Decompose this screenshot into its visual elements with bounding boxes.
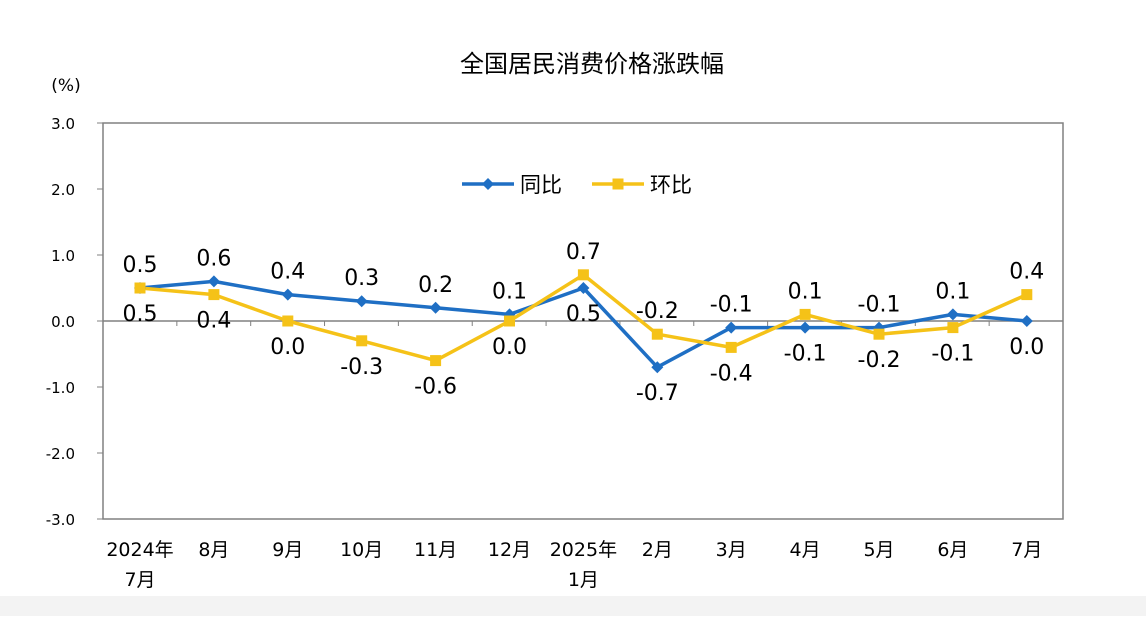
x-tick-label: 2024年 bbox=[106, 539, 173, 561]
x-tick-label: 10月 bbox=[340, 539, 383, 561]
point-yoy bbox=[1020, 315, 1033, 327]
data-label-mom: 0.1 bbox=[788, 279, 823, 304]
data-label-mom: 0.5 bbox=[123, 302, 158, 327]
point-mom bbox=[577, 269, 589, 281]
legend-label: 环比 bbox=[650, 173, 692, 197]
data-labels-layer: 0.5 0.6 0.4 0.3 0.2 0.1 0.5 -0.7 -0.1 -0.1 -0.1 0.1… bbox=[123, 240, 1045, 406]
point-yoy bbox=[281, 288, 294, 301]
y-tick-label: 1.0 bbox=[51, 247, 75, 265]
y-tick-label: 0.0 bbox=[51, 313, 75, 331]
x-tick-label: 5月 bbox=[863, 539, 894, 561]
bottom-strip bbox=[0, 596, 1146, 616]
point-yoy bbox=[577, 282, 590, 294]
data-label-mom: 0.0 bbox=[492, 335, 527, 360]
point-mom bbox=[504, 315, 515, 327]
point-yoy bbox=[429, 301, 442, 314]
legend-marker bbox=[612, 178, 624, 190]
x-tick-label: 2月 bbox=[642, 539, 673, 561]
data-label-mom: -0.3 bbox=[340, 355, 383, 380]
data-label-yoy: -0.1 bbox=[858, 293, 901, 318]
x-tick-label-line2: 7月 bbox=[124, 569, 155, 591]
y-unit-label: (%) bbox=[51, 76, 80, 96]
point-mom bbox=[725, 341, 737, 353]
series-layer bbox=[134, 269, 1033, 374]
point-mom bbox=[799, 308, 811, 320]
point-yoy bbox=[946, 308, 959, 321]
point-mom bbox=[1021, 289, 1033, 301]
data-label-mom: 0.0 bbox=[270, 335, 305, 360]
x-tick-label: 9月 bbox=[272, 539, 303, 561]
data-label-yoy: 0.4 bbox=[270, 260, 305, 285]
data-label-yoy: -0.7 bbox=[636, 381, 679, 406]
x-tick-label: 8月 bbox=[198, 539, 229, 561]
point-yoy bbox=[355, 295, 368, 308]
data-label-mom: 0.7 bbox=[566, 240, 601, 265]
point-yoy bbox=[799, 321, 812, 334]
data-label-yoy: 0.2 bbox=[418, 273, 453, 298]
data-label-yoy: 0.0 bbox=[1009, 335, 1044, 360]
data-label-mom: -0.1 bbox=[931, 342, 974, 367]
point-yoy bbox=[207, 275, 220, 288]
point-mom bbox=[208, 289, 220, 301]
x-tick-label: 12月 bbox=[488, 539, 531, 561]
point-mom bbox=[947, 322, 959, 334]
y-tick-label: 3.0 bbox=[51, 115, 75, 133]
point-mom bbox=[134, 282, 146, 294]
point-yoy bbox=[651, 361, 664, 374]
x-tick-label: 11月 bbox=[414, 539, 457, 561]
point-mom bbox=[356, 335, 368, 347]
point-mom bbox=[873, 328, 885, 340]
x-tick-label-line2: 1月 bbox=[568, 569, 599, 591]
data-label-mom: 0.4 bbox=[1009, 260, 1044, 285]
y-tick-label: -1.0 bbox=[46, 379, 75, 397]
y-tick-label: 2.0 bbox=[51, 181, 75, 199]
point-yoy bbox=[725, 321, 738, 334]
data-label-yoy: 0.5 bbox=[123, 253, 158, 278]
x-tick-label: 3月 bbox=[716, 539, 747, 561]
axes-layer: 3.0 2.0 1.0 0.0 -1.0 -2.0 -3.0 2024年 7月 8月 9月 10月 11… bbox=[46, 115, 1064, 591]
data-label-mom: 0.4 bbox=[196, 309, 231, 334]
x-tick-label: 7月 bbox=[1011, 539, 1042, 561]
data-label-mom: -0.6 bbox=[414, 375, 457, 400]
data-label-yoy: 0.5 bbox=[566, 302, 601, 327]
point-mom bbox=[282, 315, 294, 327]
data-label-yoy: -0.1 bbox=[710, 293, 753, 318]
chart-title: 全国居民消费价格涨跌幅 bbox=[460, 50, 724, 78]
x-tick-label: 2025年 bbox=[550, 539, 617, 561]
point-mom bbox=[430, 355, 442, 367]
data-label-yoy: 0.3 bbox=[344, 266, 379, 291]
point-mom bbox=[651, 328, 663, 340]
legend-label: 同比 bbox=[520, 173, 562, 197]
data-label-yoy: 0.1 bbox=[492, 279, 527, 304]
data-label-yoy: 0.1 bbox=[935, 279, 970, 304]
data-label-mom: -0.2 bbox=[858, 348, 901, 373]
x-tick-label: 4月 bbox=[790, 539, 821, 561]
legend: 同比 环比 bbox=[462, 173, 692, 197]
x-tick-label: 6月 bbox=[937, 539, 968, 561]
data-label-mom: -0.4 bbox=[710, 361, 753, 386]
legend-marker bbox=[482, 178, 494, 190]
data-label-yoy: -0.1 bbox=[784, 342, 827, 367]
y-tick-label: -3.0 bbox=[46, 511, 75, 529]
data-label-yoy: 0.6 bbox=[196, 246, 231, 271]
y-tick-label: -2.0 bbox=[46, 445, 75, 463]
data-label-mom: -0.2 bbox=[636, 299, 679, 324]
